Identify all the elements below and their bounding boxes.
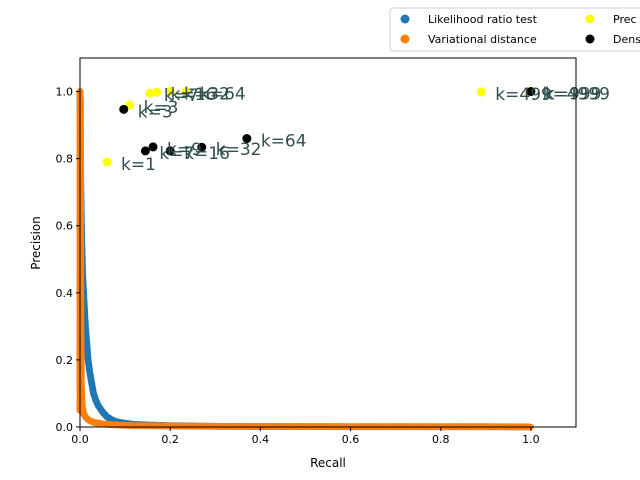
point-layer: [102, 87, 536, 167]
x-tick-label: 0.2: [161, 433, 179, 446]
point-label: k=7: [159, 144, 194, 164]
y-axis-ticks: 0.0 0.2 0.4 0.6 0.8 1.0: [56, 86, 80, 434]
marker-prec-2: [145, 88, 155, 98]
legend-label: Prec: [613, 13, 637, 26]
legend-marker: [585, 34, 595, 44]
point-label: k=16: [184, 144, 230, 164]
legend-box: [389, 7, 640, 52]
point-label: k=32: [184, 85, 230, 105]
marker-dens-3: [165, 146, 175, 156]
legend-marker: [400, 14, 410, 24]
marker-dens-6: [526, 87, 536, 97]
legend-label: Variational distance: [428, 33, 537, 46]
marker-dens-0: [119, 104, 129, 114]
marker-dens-5: [242, 134, 252, 144]
y-tick-label: 0.4: [56, 287, 74, 300]
marker-dens-1: [140, 146, 150, 156]
marker-prec-3: [152, 87, 162, 97]
x-tick-label: 0.6: [342, 433, 360, 446]
y-tick-label: 1.0: [56, 86, 74, 99]
y-tick-label: 0.0: [56, 421, 74, 434]
point-label: k=499: [495, 85, 552, 105]
point-label: k=9: [167, 140, 202, 160]
point-label: k=3: [138, 102, 173, 122]
legend-marker: [400, 34, 410, 44]
y-tick-label: 0.8: [56, 153, 74, 166]
point-label: k=16: [171, 85, 217, 105]
point-label: k=7: [164, 86, 199, 106]
x-tick-label: 0.4: [252, 433, 270, 446]
x-axis-label: Recall: [310, 456, 346, 470]
point-label: k=3: [144, 98, 179, 118]
marker-prec-5: [181, 87, 191, 97]
x-tick-label: 0.0: [71, 433, 89, 446]
point-label: k=64: [200, 85, 246, 105]
curve-layer: [76, 88, 534, 431]
legend-label: Likelihood ratio test: [428, 13, 538, 26]
point-label: k=64: [261, 132, 307, 152]
y-axis-label: Precision: [29, 216, 43, 270]
marker-prec-0: [102, 157, 112, 167]
x-tick-label: 1.0: [522, 433, 540, 446]
point-label: k=999: [545, 85, 602, 105]
marker-dens-4: [197, 142, 207, 152]
legend-marker: [585, 14, 595, 24]
point-label-layer: k=1k=3k=7k=16k=32k=64 k=499k=4999k=3k=7k=…: [121, 85, 610, 175]
y-tick-label: 0.6: [56, 220, 74, 233]
y-tick-label: 0.2: [56, 354, 74, 367]
point-label: k=1: [121, 155, 156, 175]
legend-label: Dens: [613, 33, 640, 46]
x-axis-ticks: 0.0 0.2 0.4 0.6 0.8 1.0: [71, 427, 540, 446]
point-label: k=32: [216, 140, 262, 160]
plot-frame: [79, 57, 577, 428]
x-tick-label: 0.8: [432, 433, 450, 446]
legend: Likelihood ratio test Variational distanc…: [389, 7, 640, 52]
marker-dens-2: [148, 142, 158, 152]
marker-prec-6: [476, 87, 486, 97]
marker-prec-4: [165, 87, 175, 97]
